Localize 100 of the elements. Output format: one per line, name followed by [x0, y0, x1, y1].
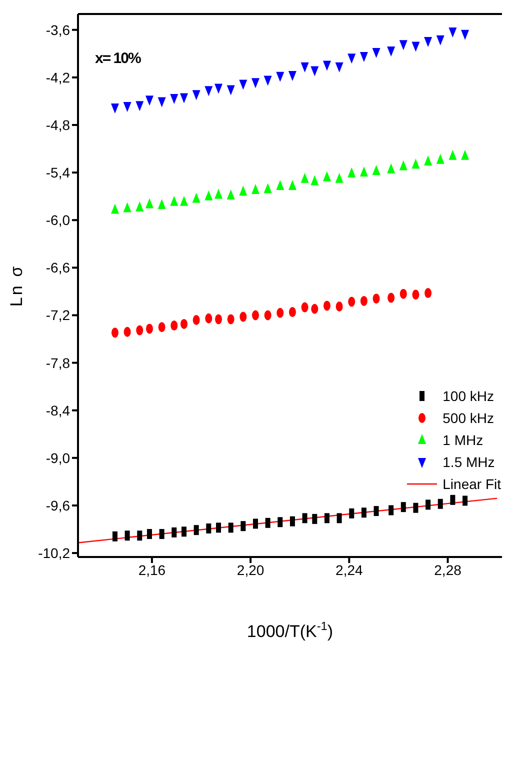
point — [276, 72, 284, 82]
y-axis-title: Ln σ — [7, 264, 26, 307]
legend-label: Linear Fit — [442, 476, 501, 492]
point — [180, 196, 188, 206]
point — [136, 325, 144, 336]
y-tick-label: -7,2 — [46, 307, 70, 324]
point — [214, 84, 223, 94]
y-tick-label: -6,6 — [46, 260, 70, 276]
point — [288, 180, 296, 190]
legend-label: 1 MHz — [442, 432, 484, 448]
point — [214, 188, 223, 199]
x-tick-label: 2,16 — [138, 562, 166, 578]
point — [310, 66, 319, 76]
point — [264, 183, 272, 194]
point — [158, 322, 166, 332]
point — [400, 288, 407, 299]
point — [424, 155, 432, 166]
point — [136, 201, 144, 212]
point — [412, 290, 420, 300]
point — [170, 94, 178, 104]
point — [323, 300, 330, 311]
point — [192, 192, 200, 203]
y-tick-label: -6,0 — [46, 212, 70, 228]
point — [436, 154, 444, 164]
point — [192, 314, 200, 325]
point — [205, 313, 212, 324]
point — [240, 312, 247, 322]
point — [252, 310, 259, 320]
point — [335, 62, 344, 72]
y-tick-label: -9,0 — [46, 450, 70, 466]
legend-label: 500 kHz — [442, 410, 494, 426]
point — [136, 101, 144, 112]
point — [399, 40, 408, 50]
y-tick-label: -5,4 — [46, 164, 70, 181]
point — [180, 93, 188, 104]
x-tick-label: 2,20 — [236, 562, 264, 578]
point — [448, 27, 457, 38]
point — [264, 310, 272, 320]
point — [288, 307, 296, 318]
point — [170, 320, 178, 331]
point — [215, 314, 222, 324]
point — [264, 76, 272, 86]
y-tick-label: -9,6 — [46, 497, 70, 514]
point — [226, 190, 235, 200]
point — [111, 328, 118, 338]
point — [123, 102, 132, 112]
point — [124, 326, 131, 337]
point — [204, 190, 213, 200]
x-tick-label: 2,28 — [434, 562, 462, 578]
point — [322, 60, 331, 71]
legend-label: 1.5 MHz — [442, 454, 495, 470]
point — [192, 90, 200, 100]
point — [372, 294, 380, 304]
point — [311, 304, 318, 314]
point — [412, 42, 420, 52]
point — [348, 54, 356, 64]
point — [461, 150, 470, 160]
point — [424, 288, 432, 298]
point — [335, 172, 344, 183]
point — [424, 36, 432, 47]
point — [170, 196, 178, 206]
point — [227, 314, 234, 324]
point — [110, 104, 119, 114]
point — [388, 292, 395, 303]
legend-label: 100 kHz — [442, 388, 494, 404]
point — [300, 172, 309, 183]
point — [436, 35, 444, 46]
point — [123, 202, 132, 212]
point — [448, 150, 457, 160]
point — [387, 163, 396, 174]
point — [145, 198, 154, 208]
y-tick-label: -8,4 — [46, 402, 70, 418]
point — [204, 86, 213, 96]
point — [251, 78, 260, 88]
point — [360, 52, 368, 62]
point — [348, 296, 356, 307]
y-tick-label: -3,6 — [46, 22, 70, 38]
y-tick-label: -10,2 — [38, 545, 70, 562]
point — [461, 30, 470, 40]
y-tick-label: -4,8 — [46, 116, 70, 133]
point — [310, 175, 319, 186]
point — [360, 296, 368, 306]
point — [387, 46, 396, 56]
point — [145, 96, 154, 106]
point — [146, 324, 153, 334]
point — [226, 85, 235, 96]
point — [412, 158, 420, 169]
point — [301, 302, 308, 312]
y-tick-label: -7,8 — [46, 354, 70, 371]
point — [322, 171, 331, 182]
point — [288, 71, 296, 82]
point — [110, 204, 119, 214]
point — [158, 199, 166, 210]
point — [251, 184, 260, 194]
point — [399, 160, 408, 170]
point — [336, 302, 343, 312]
point — [239, 80, 248, 90]
point — [300, 62, 309, 72]
point — [239, 186, 248, 196]
point — [372, 164, 380, 175]
